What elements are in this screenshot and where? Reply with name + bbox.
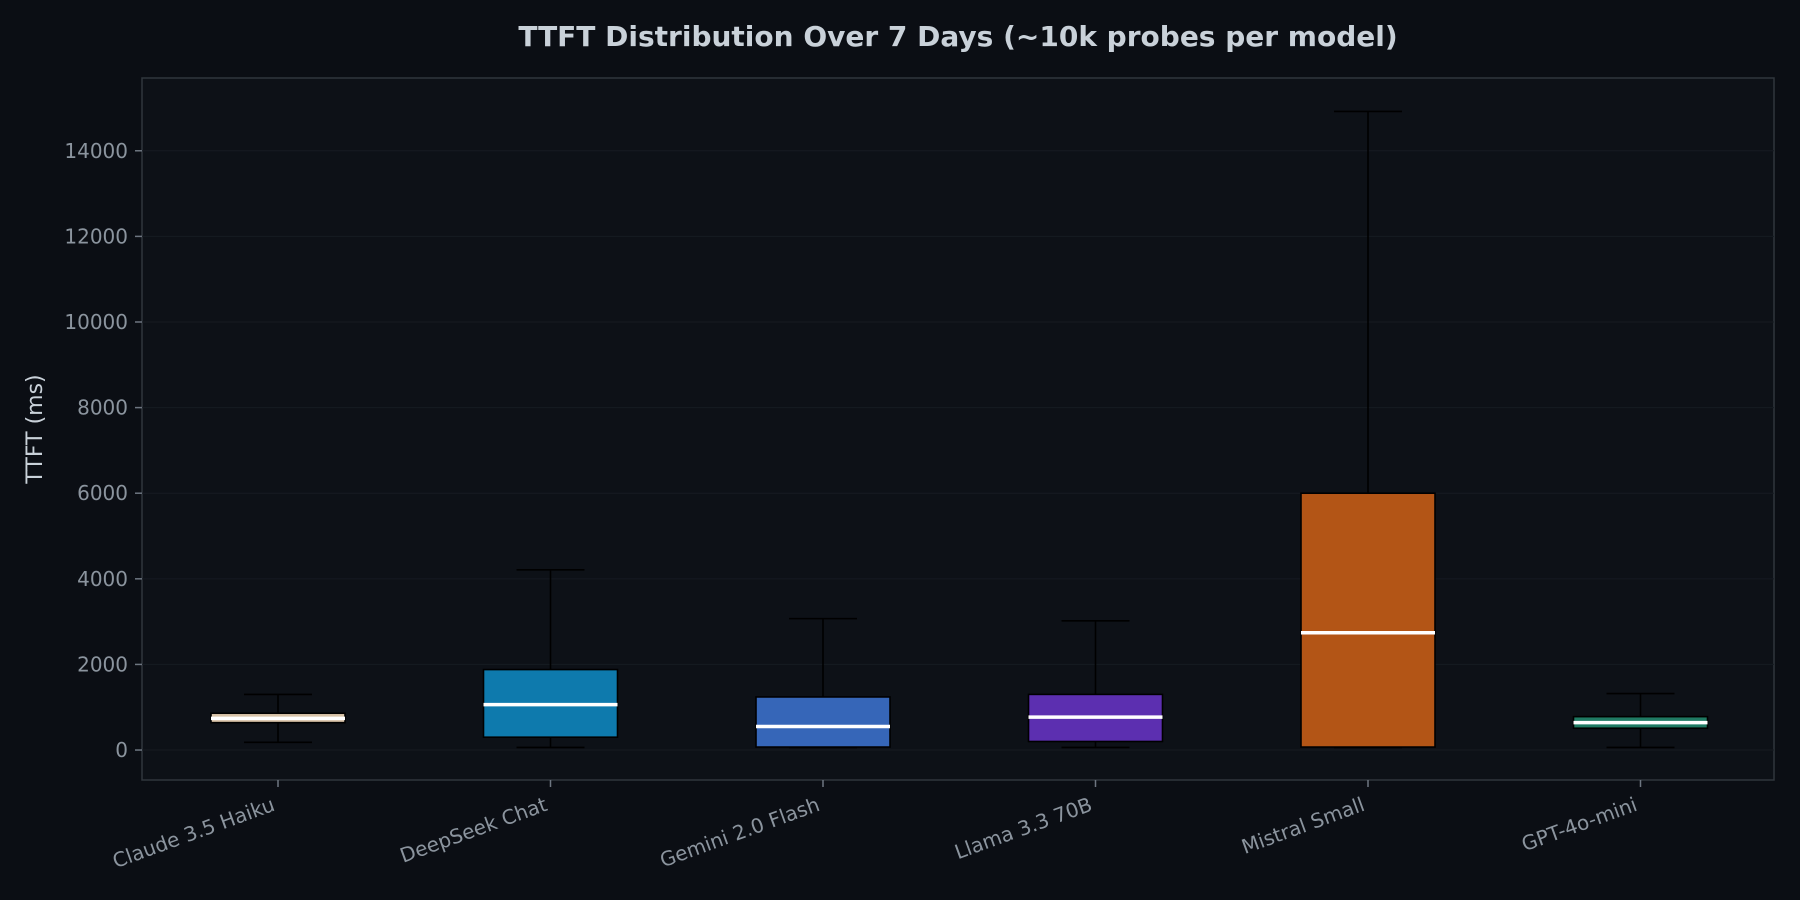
box-group-0 [210, 693, 346, 744]
grid-lines [142, 150, 1774, 751]
x-axis: Claude 3.5 Haiku DeepSeek Chat Gemini 2.0 … [109, 780, 1642, 873]
box-group-4 [1300, 110, 1436, 749]
x-tick-label-2: Gemini 2.0 Flash [657, 792, 823, 872]
x-tick-label-0: Claude 3.5 Haiku [109, 792, 277, 873]
y-tick-label-6: 12000 [64, 224, 128, 248]
y-tick-label-3: 6000 [77, 481, 128, 505]
y-tick-label-2: 4000 [77, 567, 128, 591]
x-tick-label-4: Mistral Small [1238, 792, 1367, 859]
box-group-3 [1027, 619, 1164, 749]
x-tick-label-3: Llama 3.3 70B [951, 792, 1095, 864]
box-4 [1300, 492, 1436, 748]
box-group-1 [482, 569, 619, 749]
x-tick-label-1: DeepSeek Chat [397, 792, 551, 868]
box-group-2 [755, 617, 891, 749]
y-tick-label-4: 8000 [77, 396, 128, 420]
y-tick-label-7: 14000 [64, 139, 128, 163]
box-2 [755, 696, 891, 748]
y-tick-label-0: 0 [115, 738, 128, 762]
box-group-5 [1572, 692, 1709, 749]
y-axis: 0 2000 4000 6000 8000 10000 12000 14000 [64, 139, 142, 762]
x-tick-label-5: GPT-4o-mini [1518, 792, 1640, 856]
chart-title: TTFT Distribution Over 7 Days (~10k prob… [518, 20, 1397, 53]
plot-area [141, 77, 1775, 781]
y-tick-label-1: 2000 [77, 652, 128, 676]
y-tick-label-5: 10000 [64, 310, 128, 334]
y-axis-label: TTFT (ms) [23, 374, 48, 484]
boxes [210, 110, 1709, 749]
